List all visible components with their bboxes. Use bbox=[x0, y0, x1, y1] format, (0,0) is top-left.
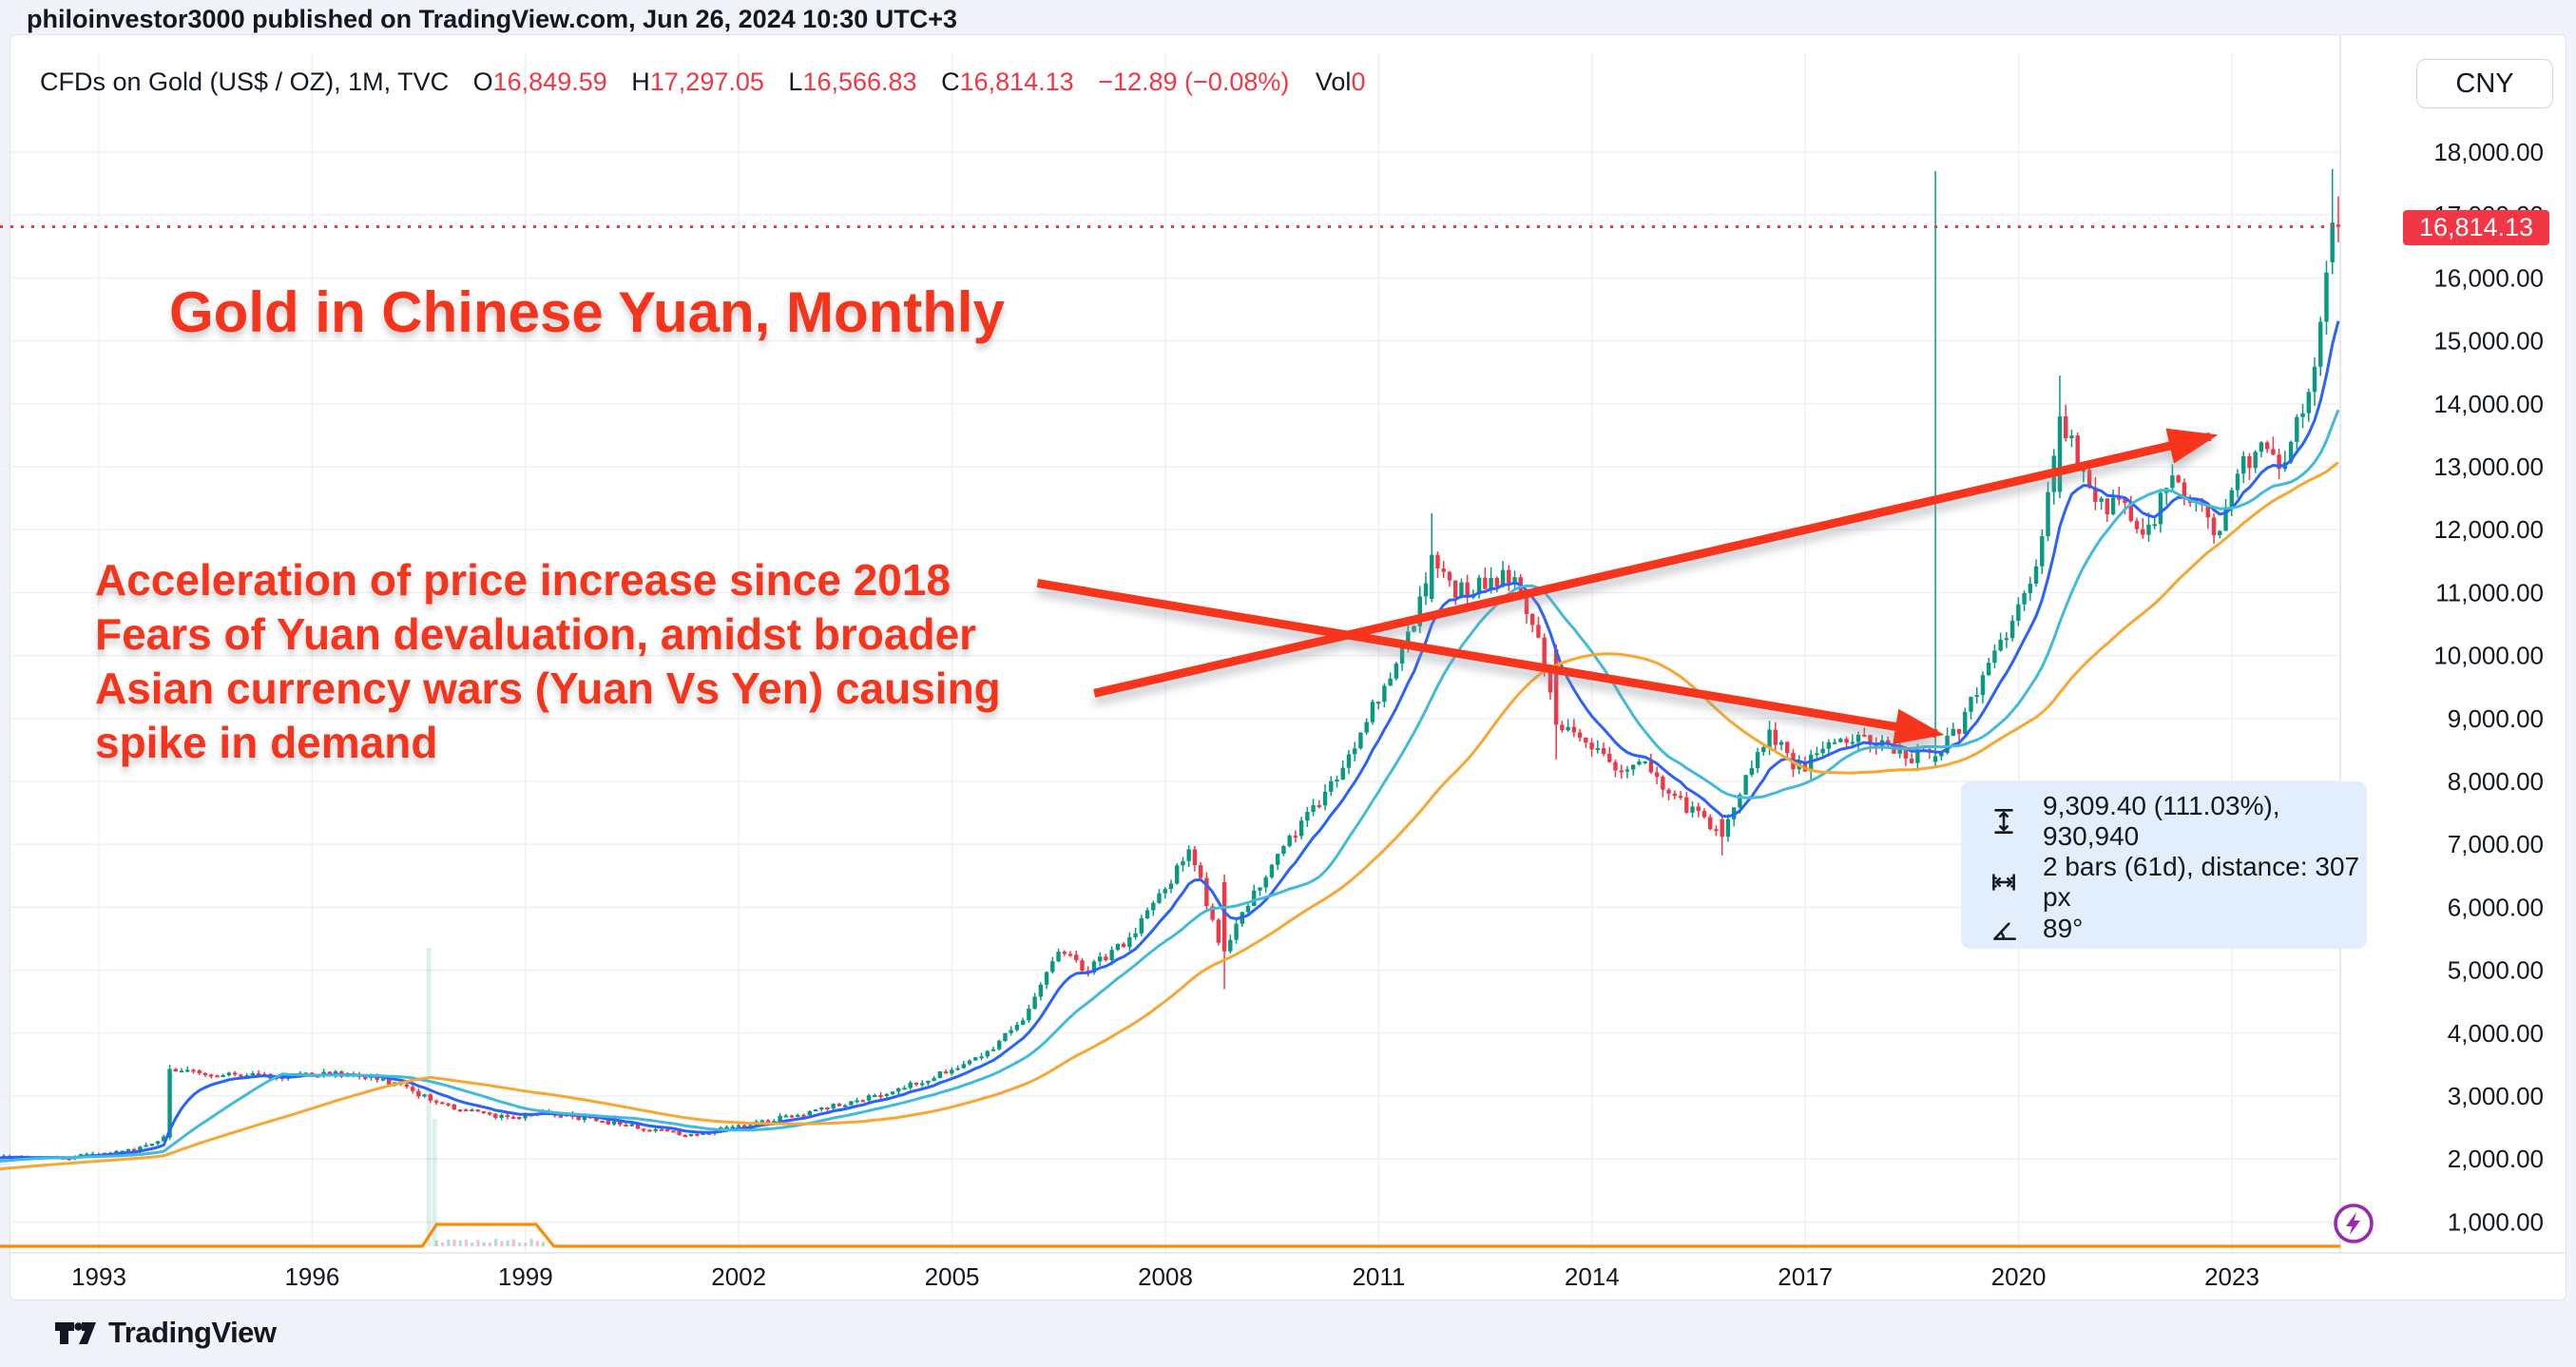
year-tick-label: 2017 bbox=[1778, 1262, 1833, 1291]
annotation-line: Asian currency wars (Yuan Vs Yen) causin… bbox=[95, 664, 1001, 713]
price-tick-label: 6,000.00 bbox=[2448, 893, 2544, 921]
measure-row-angle: 89° bbox=[1961, 913, 2367, 945]
price-scale[interactable]: 18,000.0017,000.0016,000.0015,000.0014,0… bbox=[2433, 138, 2544, 1236]
price-tick-label: 5,000.00 bbox=[2448, 956, 2544, 985]
year-tick-label: 1996 bbox=[284, 1262, 339, 1291]
price-tick-label: 11,000.00 bbox=[2435, 578, 2544, 606]
price-tick-label: 12,000.00 bbox=[2433, 515, 2544, 544]
axis-separators bbox=[10, 35, 2565, 1254]
ohlc-high: H17,297.05 bbox=[631, 67, 764, 96]
annotation-paragraph[interactable]: Acceleration of price increase since 201… bbox=[95, 553, 1001, 770]
year-tick-label: 1993 bbox=[71, 1262, 126, 1291]
ohlc-low: L16,566.83 bbox=[788, 67, 917, 96]
bars-distance-icon bbox=[1988, 866, 2020, 898]
price-tick-label: 18,000.00 bbox=[2433, 138, 2544, 166]
annotation-title[interactable]: Gold in Chinese Yuan, Monthly bbox=[169, 280, 1005, 344]
tradingview-logo-icon bbox=[55, 1322, 96, 1344]
change-value: −12.89 (−0.08%) bbox=[1098, 67, 1290, 96]
price-tick-label: 4,000.00 bbox=[2448, 1019, 2544, 1048]
price-tick-label: 8,000.00 bbox=[2448, 767, 2544, 796]
currency-button[interactable]: CNY bbox=[2416, 59, 2553, 108]
year-tick-label: 2011 bbox=[1352, 1262, 1405, 1291]
price-tick-label: 15,000.00 bbox=[2433, 327, 2544, 356]
year-tick-label: 1999 bbox=[498, 1262, 553, 1291]
ohlc-open: O16,849.59 bbox=[472, 67, 607, 96]
symbol-legend[interactable]: CFDs on Gold (US$ / OZ), 1M, TVC O16,849… bbox=[40, 67, 1365, 97]
footer-brand: TradingView bbox=[53, 1316, 277, 1350]
year-tick-label: 2002 bbox=[711, 1262, 766, 1291]
measure-tooltip: 9,309.40 (111.03%), 930,940 2 bars (61d)… bbox=[1961, 781, 2367, 949]
annotation-line: spike in demand bbox=[95, 718, 438, 767]
time-scale[interactable]: 1993 1996 1999 2002 2005 2008 2011 2014 2017 2020… bbox=[71, 1262, 2259, 1291]
annotation-line: Acceleration of price increase since 201… bbox=[95, 555, 952, 605]
year-tick-label: 2023 bbox=[2204, 1262, 2259, 1291]
price-tick-label: 10,000.00 bbox=[2433, 642, 2544, 670]
year-tick-label: 2008 bbox=[1138, 1262, 1193, 1291]
ma-mid-line bbox=[0, 409, 2340, 1163]
brand-name: TradingView bbox=[108, 1316, 277, 1349]
price-tick-label: 3,000.00 bbox=[2448, 1082, 2544, 1110]
symbol-title: CFDs on Gold (US$ / OZ), 1M, TVC bbox=[40, 67, 450, 96]
trend-arrows[interactable] bbox=[1036, 428, 2219, 745]
price-tick-label: 14,000.00 bbox=[2433, 390, 2544, 418]
lightning-bolt-icon bbox=[2346, 1212, 2360, 1235]
price-tick-label: 16,000.00 bbox=[2433, 263, 2544, 292]
ma-fast-line bbox=[0, 320, 2340, 1160]
price-tick-label: 2,000.00 bbox=[2448, 1145, 2544, 1173]
price-tick-label: 9,000.00 bbox=[2448, 704, 2544, 733]
ma-slow-line bbox=[0, 461, 2339, 1171]
angle-icon bbox=[1988, 913, 2020, 945]
lightning-button[interactable] bbox=[2331, 1201, 2376, 1246]
last-price-badge: 16,814.13 bbox=[2403, 210, 2549, 245]
chart-card bbox=[10, 34, 2566, 1300]
annotation-line: Fears of Yuan devaluation, amidst broade… bbox=[95, 609, 977, 659]
year-tick-label: 2014 bbox=[1565, 1262, 1620, 1291]
price-tick-label: 7,000.00 bbox=[2448, 830, 2544, 858]
measure-row-price: 9,309.40 (111.03%), 930,940 bbox=[1961, 791, 2367, 852]
price-tick-label: 13,000.00 bbox=[2433, 452, 2544, 481]
year-tick-label: 2020 bbox=[1991, 1262, 2047, 1291]
ohlc-close: C16,814.13 bbox=[941, 67, 1074, 96]
volume-ma-line bbox=[0, 1223, 2340, 1248]
volume-label: Vol0 bbox=[1315, 67, 1366, 96]
price-tick-label: 1,000.00 bbox=[2448, 1207, 2544, 1236]
candles-layer bbox=[1, 168, 2340, 1161]
published-line: philoinvestor3000 published on TradingVi… bbox=[27, 5, 958, 33]
year-tick-label: 2005 bbox=[925, 1262, 980, 1291]
measure-row-bars: 2 bars (61d), distance: 307 px bbox=[1961, 852, 2367, 913]
vertical-measure-icon bbox=[1988, 805, 2020, 838]
